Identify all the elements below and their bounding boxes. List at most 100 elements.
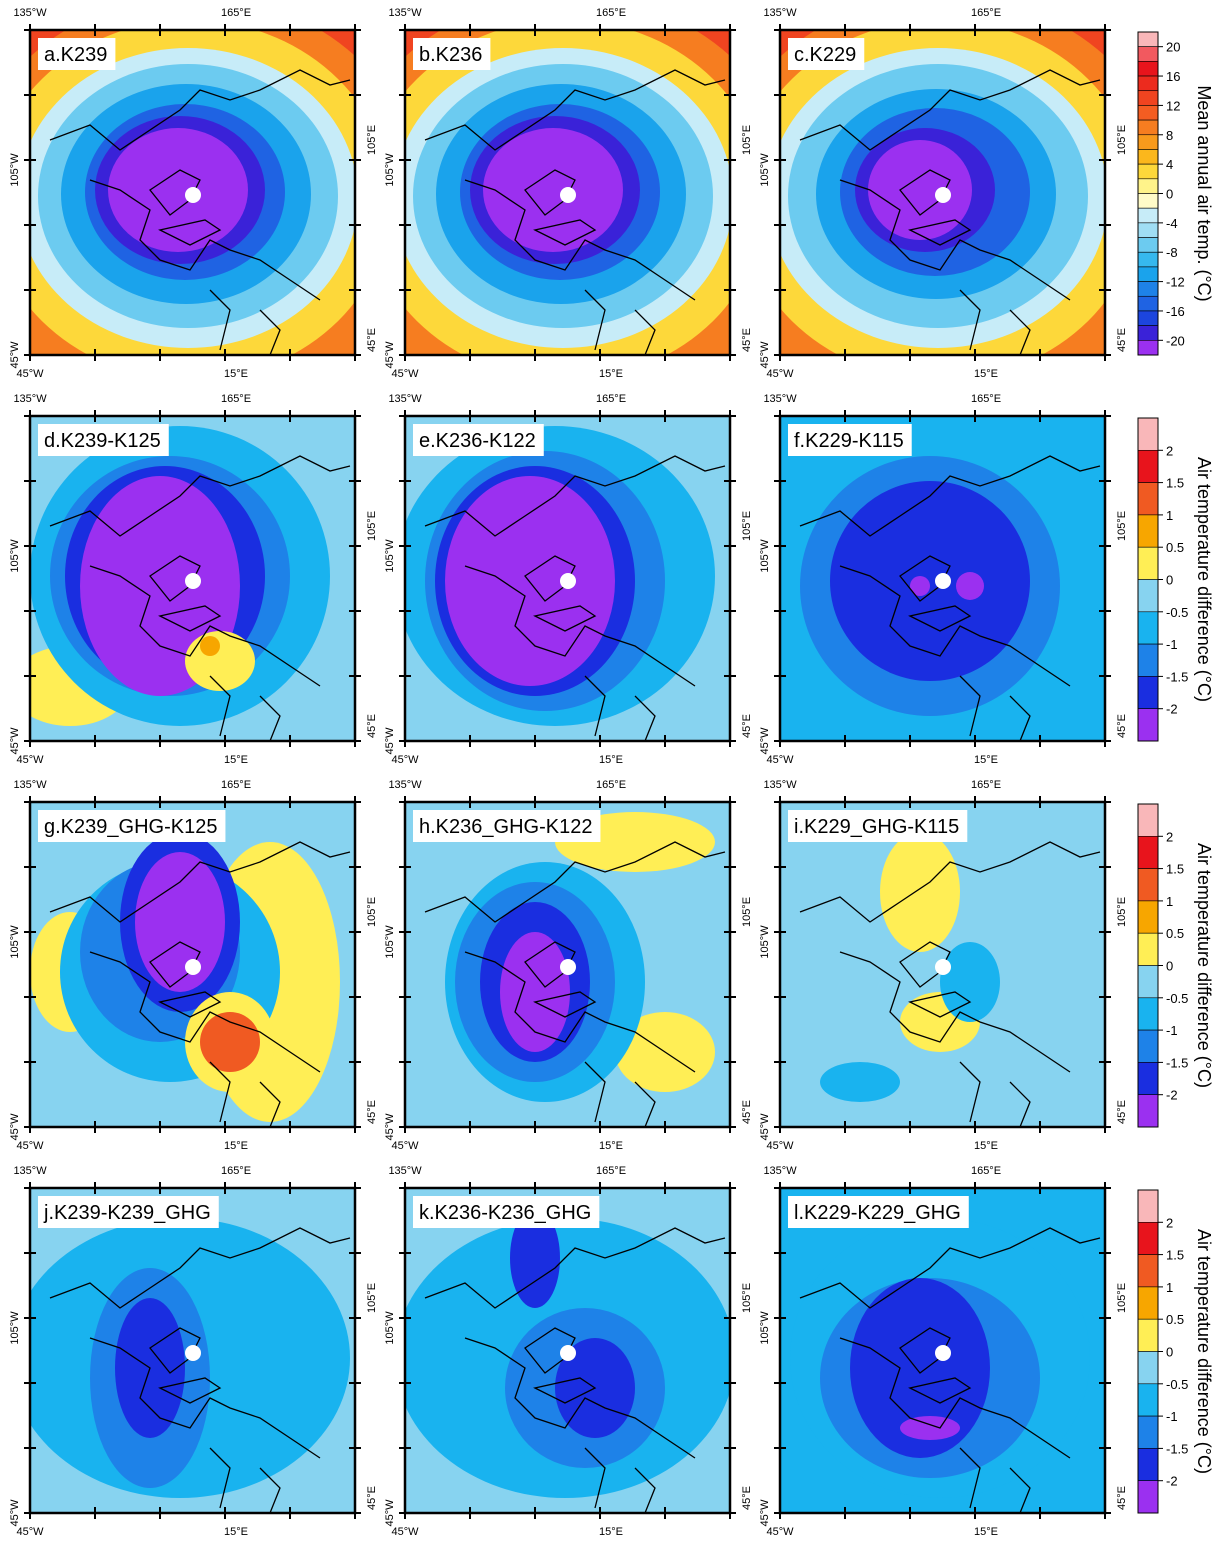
axis-label: 15°E xyxy=(599,1140,623,1152)
panel-label-box xyxy=(788,810,968,842)
colorbar-bin xyxy=(1137,449,1159,483)
colorbar-tick-label: 0 xyxy=(1166,1345,1173,1360)
axis-label: 105°W xyxy=(9,153,21,187)
map-panel: b.K236 135°W 165°E 45°W 15°E 105°W 45°W 105°E 45… xyxy=(384,7,753,380)
contour-region xyxy=(850,1278,990,1458)
colorbar-bin xyxy=(1137,579,1159,613)
axis-label: 45°E xyxy=(741,1486,753,1510)
axis-label: 45°W xyxy=(16,1526,44,1538)
colorbar-bin xyxy=(1137,546,1159,580)
axis-label: 45°E xyxy=(1116,1100,1128,1124)
colorbar-bin xyxy=(1137,1318,1159,1352)
panel-label: k.K236-K236_GHG xyxy=(419,1202,591,1224)
colorbar-bin xyxy=(1137,149,1159,165)
axis-label: 135°W xyxy=(388,1165,422,1177)
axis-label: 45°W xyxy=(766,1526,794,1538)
panel-label-box xyxy=(413,424,544,456)
colorbar-tick-label: 2 xyxy=(1166,443,1173,458)
axis-label: 15°E xyxy=(224,368,248,380)
colorbar-bin xyxy=(1137,803,1159,837)
colorbar: 2 1.5 1 0.5 0 -0.5 -1 -1.5 -2 Air temperature dif… xyxy=(1137,417,1214,742)
colorbar-tick-label: -2 xyxy=(1166,1088,1178,1103)
colorbar-bin xyxy=(1137,835,1159,869)
axis-label: 135°W xyxy=(13,7,47,19)
colorbar-bin xyxy=(1137,340,1159,356)
axis-label: 105°E xyxy=(1116,1283,1128,1313)
panel-label: l.K229-K229_GHG xyxy=(794,1202,961,1224)
pole-marker xyxy=(560,959,576,975)
axis-label: 165°E xyxy=(596,393,626,405)
map-frame xyxy=(403,414,732,743)
pole-marker xyxy=(560,1345,576,1361)
contour-region xyxy=(900,1416,960,1440)
colorbar-tick-label: -2 xyxy=(1166,1474,1178,1489)
axis-label: 15°E xyxy=(974,1526,998,1538)
contour-region xyxy=(820,1062,900,1102)
axis-label: 45°W xyxy=(16,368,44,380)
axis-label: 45°E xyxy=(366,328,378,352)
axis-label: 45°W xyxy=(9,727,21,755)
colorbar-bin xyxy=(1137,251,1159,268)
colorbar-tick-label: 1.5 xyxy=(1166,1248,1184,1263)
colorbar-bin xyxy=(1137,281,1159,297)
colorbar-bin xyxy=(1137,482,1159,516)
pole-marker xyxy=(935,959,951,975)
colorbar-tick-label: 20 xyxy=(1166,40,1180,55)
colorbar-bin xyxy=(1137,75,1159,92)
contour-region xyxy=(956,572,984,600)
colorbar-bin xyxy=(1137,1189,1159,1223)
axis-label: 105°W xyxy=(384,539,396,573)
pole-marker xyxy=(560,573,576,589)
contour-region xyxy=(868,140,972,240)
axis-label: 45°W xyxy=(391,368,419,380)
axis-label: 45°W xyxy=(16,754,44,766)
axis-label: 105°W xyxy=(384,925,396,959)
axis-label: 45°W xyxy=(9,1113,21,1141)
map-panel: j.K239-K239_GHG 135°W 165°E 45°W 15°E 105°W 45… xyxy=(9,1165,378,1538)
axis-label: 165°E xyxy=(596,1165,626,1177)
colorbar-bin xyxy=(1137,868,1159,902)
colorbar-title: Mean annual air temp. (°C) xyxy=(1194,85,1214,301)
colorbar-bin xyxy=(1137,222,1159,238)
colorbar-bin xyxy=(1137,997,1159,1031)
map-panel: c.K229 135°W 165°E 45°W 15°E 105°W 45°W 105°E 45… xyxy=(759,7,1128,380)
colorbar-bin xyxy=(1137,105,1159,121)
colorbar-bin xyxy=(1137,1351,1159,1385)
colorbar-bin xyxy=(1137,1286,1159,1320)
axis-label: 165°E xyxy=(971,393,1001,405)
axis-label: 165°E xyxy=(221,1165,251,1177)
axis-label: 105°W xyxy=(384,1311,396,1345)
panel-label: g.K239_GHG-K125 xyxy=(44,816,217,838)
panel-label-box xyxy=(788,1196,969,1228)
map-panel: f.K229-K115 135°W 165°E 45°W 15°E 105°W 45°W 10… xyxy=(759,393,1128,766)
panel-label: a.K239 xyxy=(44,44,107,66)
axis-label: 165°E xyxy=(596,779,626,791)
colorbar-tick-label: 16 xyxy=(1166,69,1180,84)
map-panel: e.K236-K122 135°W 165°E 45°W 15°E 105°W 45°W 10… xyxy=(384,393,753,766)
axis-label: 135°W xyxy=(388,779,422,791)
panel-label-box xyxy=(38,424,169,456)
colorbar: 20 16 12 8 4 0 -4 -8 -12 -16 -20 Mean annual air te… xyxy=(1137,31,1214,356)
colorbar-tick-label: 4 xyxy=(1166,157,1173,172)
colorbar-bin xyxy=(1137,643,1159,677)
map-panel: l.K229-K229_GHG 135°W 165°E 45°W 15°E 105°W 45… xyxy=(759,1165,1128,1538)
axis-label: 105°E xyxy=(366,1283,378,1313)
axis-label: 45°W xyxy=(384,341,396,369)
colorbar-bin xyxy=(1137,1094,1159,1128)
axis-label: 105°W xyxy=(759,539,771,573)
pole-marker xyxy=(185,959,201,975)
contour-region xyxy=(200,1012,260,1072)
map-frame xyxy=(403,28,732,357)
axis-label: 15°E xyxy=(224,1526,248,1538)
map-panel: d.K239-K125 135°W 165°E 45°W 15°E 105°W 45°W 10… xyxy=(9,393,378,766)
panel-label: f.K229-K115 xyxy=(794,430,904,452)
colorbar-bin xyxy=(1137,90,1159,106)
axis-label: 105°W xyxy=(9,539,21,573)
colorbar-tick-label: -1 xyxy=(1166,637,1178,652)
pole-marker xyxy=(560,187,576,203)
axis-label: 105°W xyxy=(9,1311,21,1345)
colorbar-bin xyxy=(1137,514,1159,548)
map-fill xyxy=(405,30,730,355)
axis-label: 105°W xyxy=(759,1311,771,1345)
contour-region xyxy=(830,481,1030,681)
